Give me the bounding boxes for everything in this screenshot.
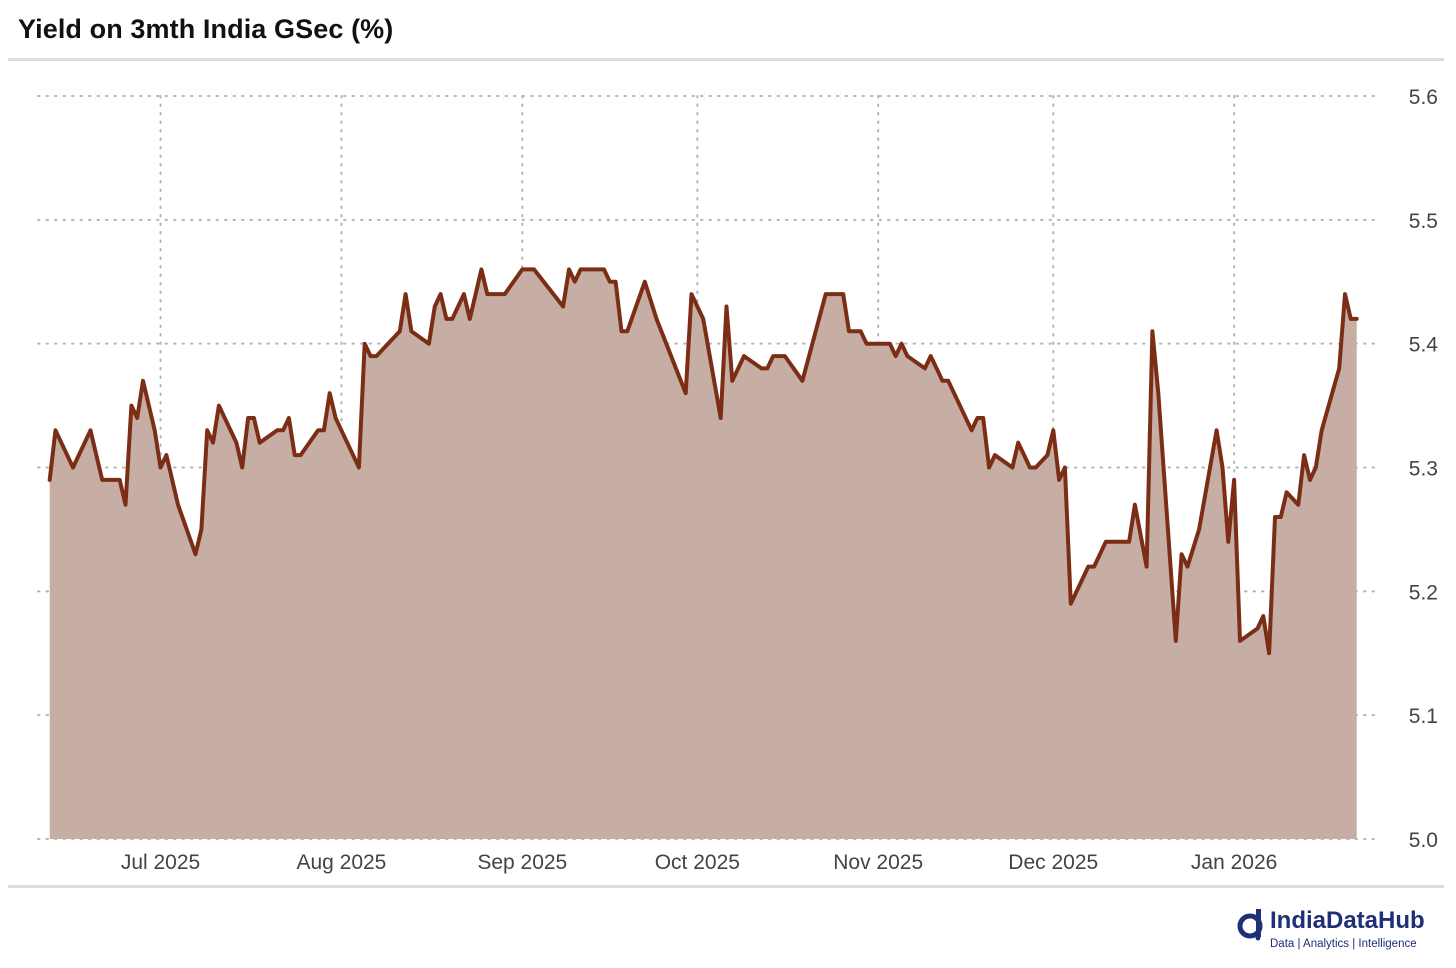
- x-tick-label: Dec 2025: [1008, 851, 1098, 874]
- x-tick-label: Jan 2026: [1191, 851, 1277, 874]
- x-tick-label: Aug 2025: [296, 851, 386, 874]
- x-tick-label: Nov 2025: [833, 851, 923, 874]
- x-tick-label: Sep 2025: [477, 851, 567, 874]
- y-tick-label: 5.2: [1409, 581, 1438, 604]
- x-tick-label: Oct 2025: [655, 851, 740, 874]
- series-line: [47, 267, 1359, 656]
- brand-tagline: Data | Analytics | Intelligence: [1270, 938, 1417, 950]
- y-tick-label: 5.3: [1409, 458, 1438, 481]
- y-tick-label: 5.5: [1409, 210, 1438, 233]
- brand-logo: IndiaDataHub Data | Analytics | Intellig…: [1236, 905, 1446, 955]
- bottom-divider: [8, 885, 1444, 888]
- top-divider: [8, 58, 1444, 61]
- x-tick-label: Jul 2025: [121, 851, 200, 874]
- series-area-fill: [49, 269, 1357, 839]
- y-tick-label: 5.6: [1409, 86, 1438, 109]
- y-tick-label: 5.1: [1409, 705, 1438, 728]
- axis-labels: 5.6 5.5 5.4 5.3 5.2 5.1 5.0 Jul 2025 Aug 2025 Sep…: [121, 86, 1438, 874]
- area-layer: [47, 267, 1359, 839]
- logo-mark-icon: [1237, 909, 1263, 941]
- y-tick-label: 5.4: [1409, 334, 1439, 357]
- y-tick-label: 5.0: [1409, 829, 1438, 852]
- chart-title: Yield on 3mth India GSec (%): [18, 14, 394, 44]
- brand-name: IndiaDataHub: [1270, 907, 1425, 934]
